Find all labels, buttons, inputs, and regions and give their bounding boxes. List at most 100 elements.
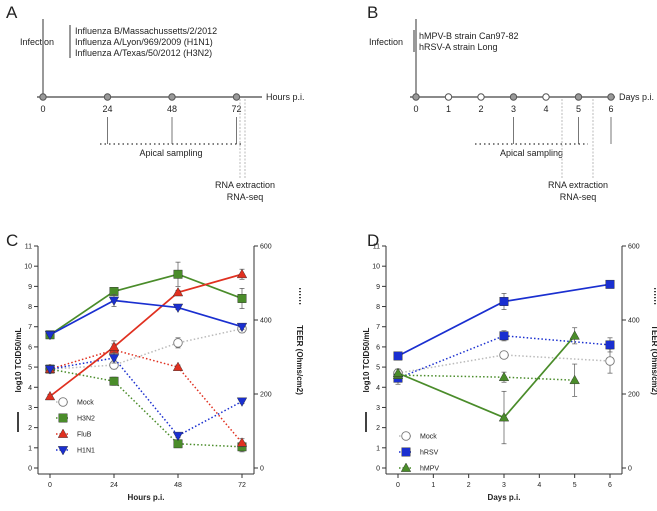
x-tick-label: 2 [467,482,471,489]
y-left-tick-label: 3 [376,405,380,412]
y-left-tick-label: 2 [376,425,380,432]
timepoint-label: 0 [40,104,45,114]
data-point [109,376,119,386]
series-line [397,335,576,419]
y-left-tick-label: 10 [372,264,380,271]
data-point [236,437,248,447]
data-point [498,412,510,422]
y-left-tick-label: 0 [28,466,32,473]
legend-marker [58,413,68,423]
data-point [605,340,615,350]
legend: Mock H3N2 FluB H1N1 [56,397,95,456]
strain-label: Influenza B/Massachussetts/2/2012 [75,26,217,36]
series-hmpv-teer [392,327,580,445]
data-point [172,431,184,442]
y-left-tick-label: 5 [376,365,380,372]
y-left-tick-label: 9 [376,284,380,291]
y-left-tick-label: 11 [373,244,380,251]
legend: Mock hRSV hMPV [399,431,439,473]
x-tick-label: 24 [110,482,118,489]
timepoint-dot [168,93,176,101]
panel-letter: A [6,3,18,22]
x-tick-label: 0 [48,482,52,489]
timepoint-label: 6 [608,104,613,114]
panel-letter: C [6,231,18,250]
timepoint-label: 0 [413,104,418,114]
legend-marker [400,462,412,472]
data-point [605,279,615,289]
y-left-tick-label: 7 [28,324,32,331]
timeline-axis-label: Days p.i. [619,92,654,102]
series-line [49,328,243,370]
data-point [173,338,183,348]
strain-label: Influenza A/Texas/50/2012 (H3N2) [75,48,212,58]
timepoint-dot [574,93,583,101]
y-right-tick-label: 600 [628,244,640,251]
y-right-tick-label: 0 [628,466,632,473]
y-left-tick-label: 1 [28,445,32,452]
data-point [44,331,56,341]
panel-d-chart: D 0 1 2 3 4 5 6 7 8 9 10 11 0 200 400 600 0 1 2 3 4 5 6 Days p.i… [362,231,657,502]
series-h3n2-teer [45,261,247,340]
timepoint-dot [232,93,241,101]
strain-label: hMPV-B strain Can97-82 [419,31,519,41]
y-right-axis-title: TEER (Ohms/cm2) [295,325,304,395]
y-left-tick-label: 8 [376,304,380,311]
rna-extraction-label: RNA extraction [215,180,275,190]
data-point [172,287,184,297]
data-point [172,361,184,371]
infection-label: Infection [369,37,403,47]
x-tick-label: 6 [608,482,612,489]
y-right-tick-label: 0 [260,466,264,473]
x-axis-title: Days p.i. [488,493,521,502]
y-left-tick-label: 4 [28,385,32,392]
y-left-tick-label: 0 [376,466,380,473]
timepoint-dot [444,93,453,101]
panel-letter: D [367,231,379,250]
timepoint-dot [103,93,112,101]
y-right-tick-label: 200 [628,392,640,399]
timepoint-label: 24 [102,104,112,114]
timepoint-dot [412,93,420,101]
legend-label: Mock [420,434,437,441]
timepoint-label: 2 [478,104,483,114]
data-point [499,297,509,306]
panel-letter: B [367,3,378,22]
panel-a-timeline: A Infection Influenza B/Massachussetts/2/2… [6,3,305,202]
y-right-axis-title: TEER (Ohms/cm2) [650,325,657,395]
legend-marker [57,428,69,438]
series-flub-teer [44,268,248,401]
y-left-tick-label: 4 [376,385,380,392]
timepoint-dot [607,93,615,101]
x-tick-label: 3 [502,482,506,489]
x-tick-label: 1 [431,482,435,489]
y-left-tick-label: 5 [28,365,32,372]
y-left-tick-label: 7 [376,324,380,331]
data-point [605,356,615,366]
timepoint-label: 72 [231,104,241,114]
timepoint-label: 4 [543,104,548,114]
y-left-tick-label: 11 [25,244,32,251]
series-mock [45,323,247,374]
y-right-tick-label: 400 [260,318,272,325]
data-point [172,303,184,313]
data-point [392,367,404,377]
data-point [173,269,183,279]
strain-label: Influenza A/Lyon/969/2009 (H1N1) [75,37,213,47]
series-line [49,273,243,336]
data-point [236,322,248,333]
data-point [237,294,247,303]
timepoint-label: 48 [167,104,177,114]
timepoint-dot [477,93,485,101]
series-line [397,374,575,381]
y-left-tick-label: 6 [376,344,380,351]
data-point [569,374,580,385]
legend-label: Mock [77,400,94,407]
y-left-tick-label: 9 [28,284,32,291]
strain-label: hRSV-A strain Long [419,42,498,52]
data-point [236,397,248,407]
series-line [49,357,243,437]
y-left-tick-label: 2 [28,425,32,432]
y-left-tick-label: 10 [24,264,32,271]
series-h3n2 [45,364,247,453]
